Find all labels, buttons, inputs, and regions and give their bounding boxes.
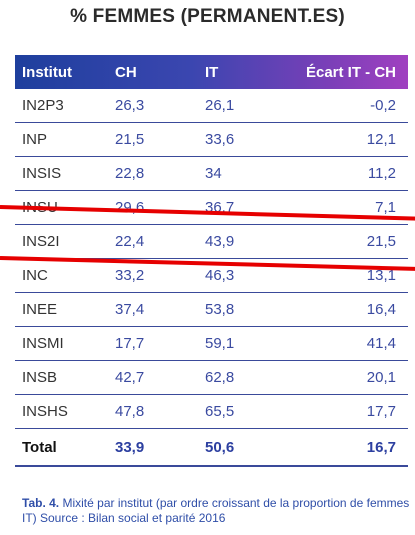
institut-cell: IN2P3	[22, 97, 64, 114]
institut-cell: INS2I	[22, 233, 60, 250]
institut-cell: INEE	[22, 301, 58, 318]
header-ecart: Écart IT - CH	[305, 63, 396, 81]
ecart-cell: 17,7	[366, 403, 396, 420]
table-caption: Tab. 4. Mixité par institut (par ordre c…	[22, 496, 412, 526]
institut-cell: INP	[22, 131, 48, 148]
ecart-cell: 21,5	[366, 233, 396, 250]
it-cell: 53,8	[205, 301, 235, 318]
table-body: IN2P3 26,3 26,1 -0,2 INP 21,5 33,6 12,1 INSIS 22,…	[15, 89, 408, 429]
total-ecart: 16,7	[366, 438, 396, 456]
table-row: INSB 42,7 62,8 20,1	[15, 361, 408, 395]
it-cell: 43,9	[205, 233, 235, 250]
table-row: INC 33,2 46,3 13,1	[15, 259, 408, 293]
total-label: Total	[22, 438, 57, 456]
it-cell: 46,3	[205, 267, 235, 284]
table-row: INS2I 22,4 43,9 21,5	[15, 225, 408, 259]
table-row: INSHS 47,8 65,5 17,7	[15, 395, 408, 429]
header-ch: CH	[115, 63, 137, 81]
ch-cell: 37,4	[115, 301, 145, 318]
ch-cell: 22,8	[115, 165, 145, 182]
ch-cell: 17,7	[115, 335, 145, 352]
table-header: Institut CH IT Écart IT - CH	[15, 55, 408, 89]
caption-text: Mixité par institut (par ordre croissant…	[22, 496, 410, 525]
total-row: Total 33,9 50,6 16,7	[15, 429, 408, 467]
total-ch: 33,9	[115, 438, 145, 456]
ecart-cell: 12,1	[366, 131, 396, 148]
institut-cell: INSB	[22, 369, 58, 386]
it-cell: 26,1	[205, 97, 235, 114]
header-it: IT	[205, 63, 219, 81]
ecart-cell: 11,2	[367, 165, 396, 182]
ch-cell: 42,7	[115, 369, 145, 386]
header-institut: Institut	[22, 63, 72, 81]
institut-cell: INSHS	[22, 403, 68, 420]
it-cell: 59,1	[205, 335, 235, 352]
table-row: IN2P3 26,3 26,1 -0,2	[15, 89, 408, 123]
caption-label: Tab. 4.	[22, 496, 60, 510]
total-it: 50,6	[205, 438, 235, 456]
ecart-cell: 16,4	[366, 301, 396, 318]
ch-cell: 33,2	[115, 267, 145, 284]
it-cell: 65,5	[205, 403, 235, 420]
it-cell: 33,6	[205, 131, 235, 148]
it-cell: 34	[205, 165, 222, 182]
ch-cell: 22,4	[115, 233, 145, 250]
ecart-cell: 20,1	[366, 369, 396, 386]
mixity-table: Institut CH IT Écart IT - CH IN2P3 26,3 26…	[15, 55, 408, 467]
ch-cell: 21,5	[115, 131, 145, 148]
institut-cell: INC	[22, 267, 48, 284]
it-cell: 62,8	[205, 369, 235, 386]
table-row: INSMI 17,7 59,1 41,4	[15, 327, 408, 361]
ecart-cell: 7,1	[375, 199, 396, 216]
institut-cell: INSIS	[22, 165, 62, 182]
table-row: INP 21,5 33,6 12,1	[15, 123, 408, 157]
ch-cell: 26,3	[115, 97, 145, 114]
ch-cell: 47,8	[115, 403, 145, 420]
table-row: INEE 37,4 53,8 16,4	[15, 293, 408, 327]
table-title: % FEMMES (PERMANENT.ES)	[70, 6, 345, 27]
ecart-cell: -0,2	[370, 97, 396, 114]
ecart-cell: 41,4	[366, 335, 396, 352]
table-row: INSIS 22,8 34 11,2	[15, 157, 408, 191]
ecart-cell: 13,1	[366, 267, 396, 284]
institut-cell: INSMI	[22, 335, 64, 352]
